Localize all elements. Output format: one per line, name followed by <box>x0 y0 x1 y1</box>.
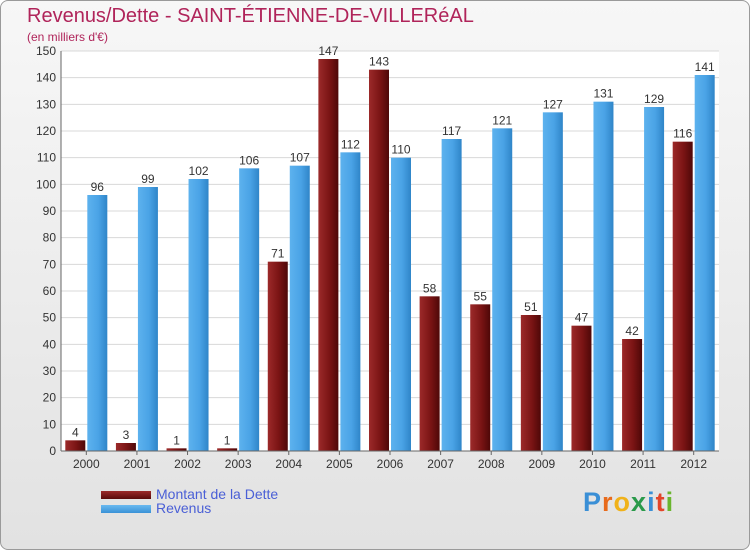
bar-revenus <box>391 157 411 451</box>
bar-revenus <box>188 179 209 451</box>
data-label-revenus: 129 <box>644 92 664 106</box>
y-tick-label: 90 <box>43 204 57 218</box>
y-tick-label: 110 <box>37 151 56 165</box>
x-tick-label: 2000 <box>73 457 100 471</box>
bar-dette <box>419 296 440 451</box>
y-tick-label: 100 <box>36 177 56 191</box>
bar-revenus <box>593 101 614 452</box>
data-label-dette: 1 <box>224 433 231 447</box>
bar-dette <box>217 448 238 451</box>
x-tick-label: 2005 <box>326 457 353 471</box>
x-tick-label: 2011 <box>630 457 656 471</box>
data-label-dette: 58 <box>423 281 437 295</box>
bar-dette <box>65 440 86 451</box>
data-label-dette: 55 <box>474 289 488 303</box>
x-tick-label: 2009 <box>528 457 555 471</box>
data-label-revenus: 107 <box>290 151 310 165</box>
y-tick-label: 0 <box>49 444 56 458</box>
bar-revenus <box>542 112 563 451</box>
x-tick-label: 2007 <box>427 457 454 471</box>
x-tick-label: 2012 <box>680 457 707 471</box>
bar-dette <box>520 315 541 451</box>
y-tick-label: 40 <box>43 337 57 351</box>
y-tick-label: 80 <box>43 231 57 245</box>
data-label-revenus: 99 <box>141 172 155 186</box>
bar-revenus <box>87 195 108 451</box>
bar-revenus <box>289 165 310 451</box>
axis-layer: 0 10 20 30 40 50 60 70 80 90 100 110 120 130 140 150 200… <box>36 44 719 471</box>
bar-dette <box>369 69 389 452</box>
data-label-dette: 147 <box>318 44 338 58</box>
y-tick-label: 30 <box>43 364 57 378</box>
data-label-dette: 1 <box>173 433 180 447</box>
data-label-revenus: 141 <box>695 60 715 74</box>
bar-revenus <box>441 139 462 451</box>
y-tick-label: 140 <box>36 71 56 85</box>
data-label-revenus: 121 <box>492 113 512 127</box>
x-tick-label: 2003 <box>225 457 252 471</box>
data-label-dette: 71 <box>271 247 285 261</box>
legend-label-dette: Montant de la Dette <box>156 486 279 502</box>
data-label-dette: 143 <box>369 55 389 69</box>
legend-label-revenus: Revenus <box>156 500 212 516</box>
x-tick-label: 2004 <box>275 457 302 471</box>
bar-revenus <box>694 75 715 451</box>
bar-revenus <box>137 187 158 451</box>
x-tick-label: 2006 <box>377 457 404 471</box>
bar-dette <box>166 448 187 451</box>
bar-dette <box>622 339 643 451</box>
chart-title: Revenus/Dette - SAINT-ÉTIENNE-DE-VILLERé… <box>27 5 474 27</box>
legend-swatch-revenus <box>101 505 151 513</box>
data-label-revenus: 131 <box>593 87 613 101</box>
data-label-revenus: 106 <box>239 153 259 167</box>
data-label-dette: 42 <box>625 324 639 338</box>
data-label-dette: 4 <box>72 425 79 439</box>
bar-dette <box>115 443 136 451</box>
bar-revenus <box>340 152 361 452</box>
data-label-revenus: 117 <box>442 124 461 138</box>
data-label-dette: 116 <box>673 127 692 141</box>
bar-dette <box>318 59 339 451</box>
data-label-revenus: 102 <box>189 164 209 178</box>
x-tick-label: 2010 <box>579 457 606 471</box>
bar-revenus <box>644 107 665 451</box>
bars-layer: 4 96 3 99 1 102 1 106 71 107 147 112 143 110 58 117 55 12… <box>65 44 715 452</box>
y-tick-label: 120 <box>36 124 56 138</box>
x-tick-label: 2008 <box>478 457 505 471</box>
x-tick-label: 2002 <box>174 457 201 471</box>
y-tick-label: 70 <box>43 257 57 271</box>
data-label-revenus: 110 <box>391 143 410 157</box>
data-label-dette: 51 <box>524 300 538 314</box>
y-tick-label: 130 <box>36 97 56 111</box>
bar-dette <box>470 304 491 451</box>
chart-subtitle: (en milliers d'€) <box>27 30 108 44</box>
y-tick-label: 10 <box>43 417 57 431</box>
bar-dette <box>672 141 693 451</box>
y-tick-label: 150 <box>36 44 56 58</box>
bar-dette <box>267 261 288 451</box>
data-label-revenus: 96 <box>91 180 105 194</box>
plot-area <box>61 51 719 451</box>
data-label-revenus: 112 <box>341 137 360 151</box>
data-label-revenus: 127 <box>543 97 563 111</box>
proxiti-logo: Proxiti <box>583 487 675 517</box>
bar-dette <box>571 325 592 451</box>
bar-revenus <box>239 168 260 452</box>
y-tick-label: 50 <box>43 311 57 325</box>
legend-swatch-dette <box>101 491 151 499</box>
data-label-dette: 3 <box>123 428 130 442</box>
y-tick-label: 20 <box>43 391 57 405</box>
x-tick-label: 2001 <box>124 457 151 471</box>
bar-revenus <box>492 128 513 451</box>
data-label-dette: 47 <box>575 311 589 325</box>
y-tick-label: 60 <box>43 284 57 298</box>
grid-layer <box>61 50 719 452</box>
